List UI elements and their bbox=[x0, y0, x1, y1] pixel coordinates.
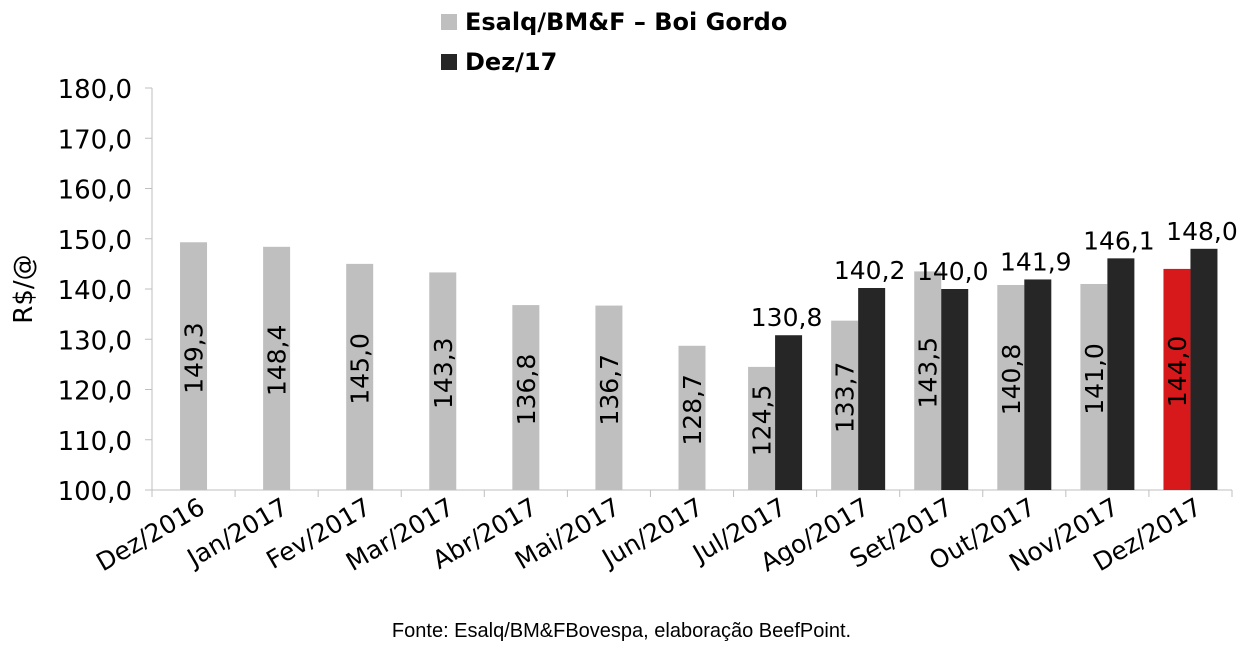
data-label-esalq: 144,0 bbox=[1163, 336, 1192, 408]
y-tick-label: 100,0 bbox=[58, 477, 132, 507]
data-label-esalq: 140,8 bbox=[997, 344, 1026, 416]
bar-esalq bbox=[1080, 283, 1108, 490]
legend-swatch-dez17 bbox=[441, 54, 457, 70]
legend: Esalq/BM&F – Boi Gordo Dez/17 bbox=[441, 2, 787, 82]
source-note: Fonte: Esalq/BM&FBovespa, elaboração Bee… bbox=[391, 620, 852, 642]
bar-dez17 bbox=[775, 335, 803, 490]
data-label-esalq: 149,3 bbox=[180, 322, 209, 394]
bar-esalq bbox=[512, 305, 540, 490]
bar-esalq bbox=[595, 305, 623, 490]
bar-esalq bbox=[997, 284, 1025, 490]
data-label-esalq: 128,7 bbox=[678, 374, 707, 446]
y-tick-label: 180,0 bbox=[58, 75, 132, 105]
data-label-dez17: 141,9 bbox=[1000, 247, 1072, 276]
bar-esalq bbox=[180, 242, 208, 490]
data-label-dez17: 148,0 bbox=[1166, 217, 1238, 246]
bar-esalq bbox=[1163, 268, 1191, 490]
bar-dez17 bbox=[1107, 258, 1135, 490]
bar-esalq bbox=[748, 366, 776, 490]
legend-item-esalq: Esalq/BM&F – Boi Gordo bbox=[441, 2, 787, 42]
legend-swatch-esalq bbox=[441, 14, 457, 30]
data-label-esalq: 141,0 bbox=[1080, 343, 1109, 415]
y-tick-label: 130,0 bbox=[58, 326, 132, 356]
bar-esalq bbox=[346, 263, 374, 490]
data-label-esalq: 136,8 bbox=[512, 354, 541, 426]
data-label-dez17: 146,1 bbox=[1083, 226, 1155, 255]
data-label-esalq: 136,7 bbox=[595, 354, 624, 426]
y-tick-label: 110,0 bbox=[58, 427, 132, 457]
bar-dez17 bbox=[858, 287, 886, 490]
bar-dez17 bbox=[1190, 248, 1218, 490]
data-label-esalq: 143,5 bbox=[914, 337, 943, 409]
bar-esalq bbox=[429, 272, 457, 490]
data-label-esalq: 124,5 bbox=[748, 385, 777, 457]
bar-esalq bbox=[678, 345, 706, 490]
y-tick-label: 170,0 bbox=[58, 125, 132, 155]
y-tick-label: 160,0 bbox=[58, 176, 132, 206]
bar-dez17 bbox=[941, 289, 969, 490]
data-label-esalq: 145,0 bbox=[346, 333, 375, 405]
data-label-dez17: 140,2 bbox=[834, 256, 906, 285]
y-tick-label: 150,0 bbox=[58, 226, 132, 256]
data-label-esalq: 143,3 bbox=[429, 337, 458, 409]
data-label-esalq: 148,4 bbox=[263, 325, 292, 397]
bar-esalq bbox=[914, 271, 942, 490]
data-label-esalq: 133,7 bbox=[831, 362, 860, 434]
legend-label-dez17: Dez/17 bbox=[465, 48, 558, 76]
bar-esalq bbox=[263, 246, 291, 490]
y-tick-label: 120,0 bbox=[58, 377, 132, 407]
y-tick-label: 140,0 bbox=[58, 276, 132, 306]
legend-label-esalq: Esalq/BM&F – Boi Gordo bbox=[465, 8, 788, 36]
bar-dez17 bbox=[1024, 279, 1052, 490]
bar-esalq bbox=[831, 320, 859, 490]
data-label-dez17: 140,0 bbox=[917, 257, 989, 286]
data-label-dez17: 130,8 bbox=[751, 303, 823, 332]
y-axis-title: R$/@ bbox=[9, 254, 39, 323]
legend-item-dez17: Dez/17 bbox=[441, 42, 787, 82]
